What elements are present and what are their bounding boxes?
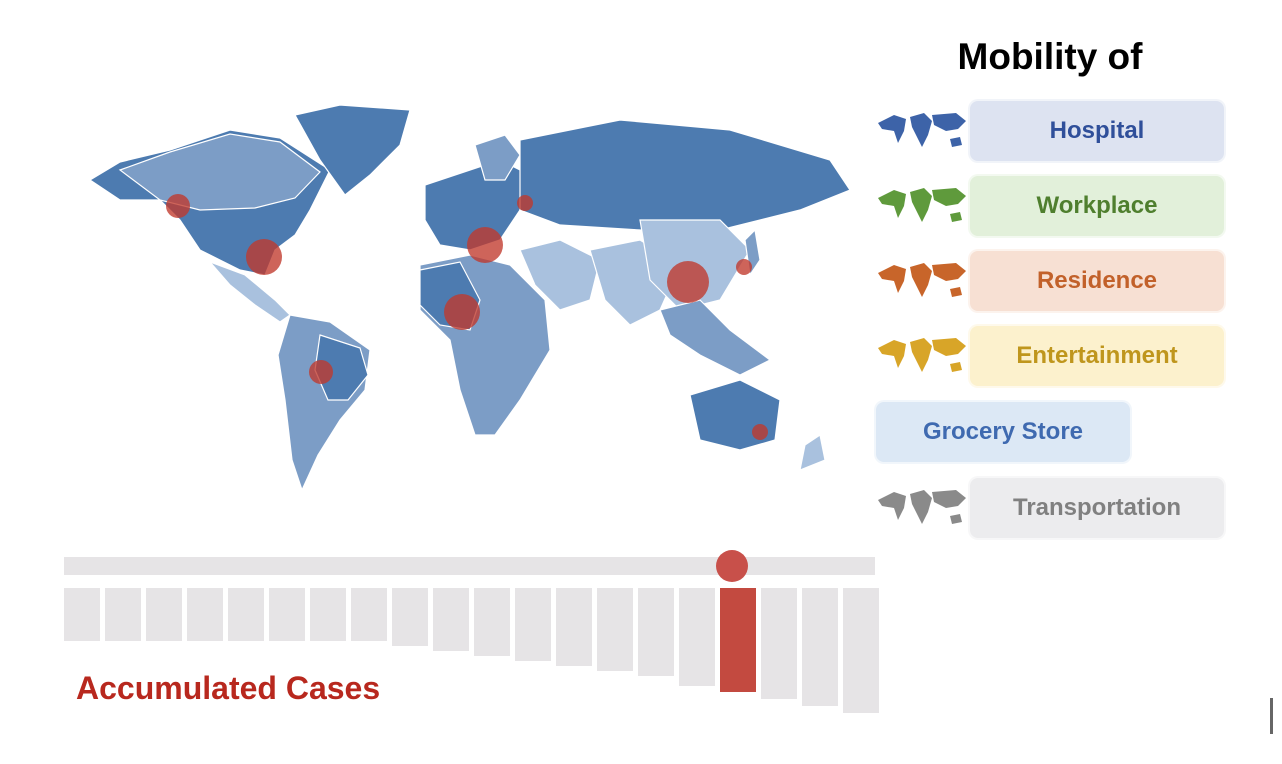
day-bar[interactable]	[843, 588, 879, 713]
mobility-mode-transportation[interactable]: Transportation	[968, 476, 1226, 540]
accumulated-cases-label: Accumulated Cases	[76, 670, 381, 706]
mini-world-map-icon	[876, 109, 968, 155]
case-marker[interactable]	[752, 424, 768, 440]
day-bar[interactable]	[638, 588, 674, 676]
map-region-greenland	[294, 104, 411, 196]
text-cursor	[1270, 698, 1273, 734]
world-map	[80, 100, 860, 500]
day-bar[interactable]	[146, 588, 182, 641]
mobility-mode-entertainment[interactable]: Entertainment	[968, 324, 1226, 388]
mobility-mode-hospital[interactable]: Hospital	[968, 99, 1226, 163]
day-bar[interactable]	[269, 588, 305, 641]
day-bar[interactable]	[105, 588, 141, 641]
case-marker[interactable]	[444, 294, 480, 330]
case-marker[interactable]	[309, 360, 333, 384]
map-region-central-america	[209, 261, 291, 323]
mobility-mode-workplace[interactable]: Workplace	[968, 174, 1226, 238]
mobility-mode-residence[interactable]: Residence	[968, 249, 1226, 313]
day-bar[interactable]	[310, 588, 346, 641]
day-bar[interactable]	[802, 588, 838, 706]
panel-title: Mobility of	[957, 36, 1143, 77]
day-bar[interactable]	[392, 588, 428, 646]
day-bar[interactable]	[228, 588, 264, 641]
mini-world-map-icon	[876, 486, 968, 532]
timeline-knob[interactable]	[716, 550, 748, 582]
map-region-new-zealand	[799, 434, 826, 471]
case-marker[interactable]	[667, 261, 709, 303]
world-map-svg	[88, 104, 851, 492]
map-region-middle-east	[519, 239, 601, 311]
day-bar[interactable]	[64, 588, 100, 641]
day-bar[interactable]	[433, 588, 469, 651]
day-bar[interactable]	[556, 588, 592, 666]
day-bar[interactable]	[474, 588, 510, 656]
day-bar[interactable]	[351, 588, 387, 641]
mini-world-map-icon	[876, 259, 968, 305]
case-marker[interactable]	[166, 194, 190, 218]
map-region-scandinavia	[474, 134, 521, 181]
day-bar[interactable]	[679, 588, 715, 686]
case-marker[interactable]	[467, 227, 503, 263]
active-day-bar[interactable]	[720, 588, 756, 692]
case-marker[interactable]	[246, 239, 282, 275]
day-bar[interactable]	[187, 588, 223, 641]
map-region-australia	[689, 379, 781, 451]
accumulated-cases-bars	[64, 588, 879, 713]
map-region-russia	[519, 119, 851, 231]
timeline-track[interactable]	[64, 557, 875, 575]
day-bar[interactable]	[761, 588, 797, 699]
mini-world-map-icon	[876, 334, 968, 380]
mini-world-map-icon	[876, 184, 968, 230]
map-region-southeast-asia	[659, 299, 772, 376]
day-bar[interactable]	[597, 588, 633, 671]
day-bar[interactable]	[515, 588, 551, 661]
case-marker[interactable]	[517, 195, 533, 211]
mobility-mode-grocery-store[interactable]: Grocery Store	[874, 400, 1132, 464]
case-marker[interactable]	[736, 259, 752, 275]
